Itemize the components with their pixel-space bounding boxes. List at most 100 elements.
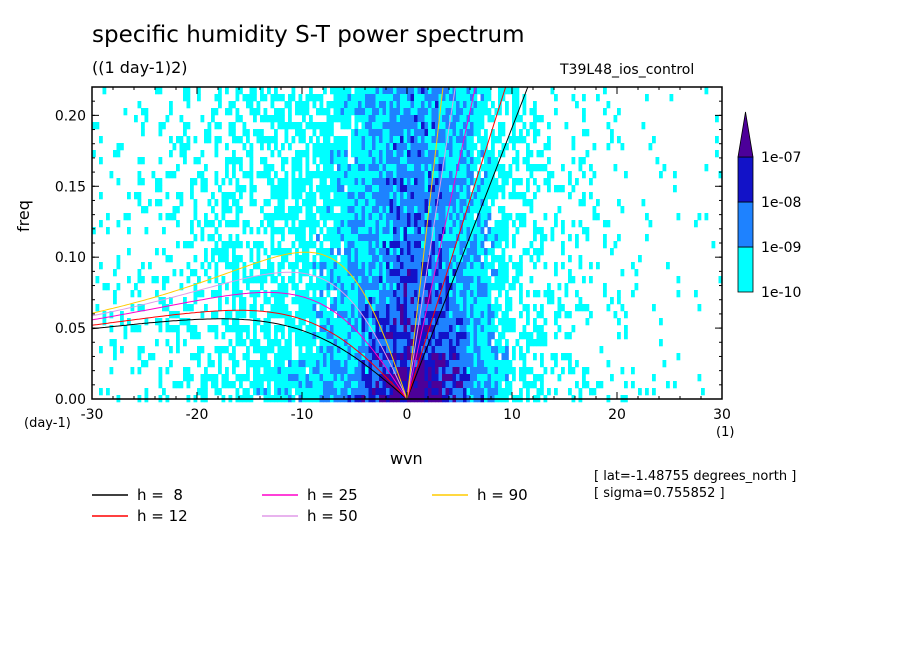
heatmap-cell xyxy=(438,87,443,95)
heatmap-cell xyxy=(466,353,471,361)
heatmap-cell xyxy=(92,227,96,235)
heatmap-cell xyxy=(330,248,334,256)
heatmap-cell xyxy=(249,248,254,256)
heatmap-cell xyxy=(351,220,355,228)
heatmap-cell xyxy=(137,178,142,186)
heatmap-cell xyxy=(235,339,240,347)
heatmap-cell xyxy=(589,388,593,396)
heatmap-cell xyxy=(256,129,261,137)
heatmap-cell xyxy=(274,192,278,200)
heatmap-cell xyxy=(253,241,257,249)
heatmap-cell xyxy=(239,164,243,172)
heatmap-cell xyxy=(197,360,201,368)
heatmap-cell xyxy=(323,129,327,137)
heatmap-cell xyxy=(522,122,527,130)
heatmap-cell xyxy=(407,101,411,109)
heatmap-cell xyxy=(431,157,436,165)
heatmap-cell xyxy=(358,339,362,347)
heatmap-cell xyxy=(172,143,177,151)
heatmap-cell xyxy=(477,374,481,382)
heatmap-cell xyxy=(351,241,355,249)
heatmap-cell xyxy=(449,150,453,158)
heatmap-cell xyxy=(564,311,569,319)
heatmap-cell xyxy=(214,346,219,354)
heatmap-cell xyxy=(239,381,243,389)
heatmap-cell xyxy=(333,346,338,354)
heatmap-cell xyxy=(512,115,516,123)
heatmap-cell xyxy=(438,388,443,396)
heatmap-cell xyxy=(449,339,453,347)
heatmap-cell xyxy=(498,283,502,291)
heatmap-cell xyxy=(274,339,278,347)
heatmap-cell xyxy=(361,122,366,130)
heatmap-cell xyxy=(505,87,509,95)
heatmap-cell xyxy=(221,213,226,221)
heatmap-cell xyxy=(519,332,523,340)
heatmap-cell xyxy=(260,325,264,333)
heatmap-cell xyxy=(393,87,397,95)
heatmap-cell xyxy=(449,213,453,221)
heatmap-cell xyxy=(389,136,394,144)
heatmap-cell xyxy=(540,374,544,382)
heatmap-cell xyxy=(263,276,268,284)
heatmap-cell xyxy=(309,325,313,333)
heatmap-cell xyxy=(624,325,628,333)
heatmap-cell xyxy=(340,143,345,151)
heatmap-cell xyxy=(494,255,499,263)
heatmap-cell xyxy=(330,234,334,242)
heatmap-cell xyxy=(477,213,481,221)
heatmap-cell xyxy=(302,248,306,256)
heatmap-cell xyxy=(550,87,555,95)
heatmap-cell xyxy=(127,318,131,326)
heatmap-cell xyxy=(386,227,390,235)
heatmap-cell xyxy=(393,311,397,319)
heatmap-cell xyxy=(470,304,474,312)
heatmap-cell xyxy=(456,213,460,221)
heatmap-cell xyxy=(281,262,285,270)
heatmap-cell xyxy=(309,178,313,186)
heatmap-cell xyxy=(424,213,429,221)
heatmap-cell xyxy=(473,353,478,361)
heatmap-cell xyxy=(543,339,548,347)
heatmap-cell xyxy=(347,220,352,228)
heatmap-cell xyxy=(372,220,376,228)
heatmap-cell xyxy=(291,360,296,368)
heatmap-cell xyxy=(498,234,502,242)
heatmap-cell xyxy=(424,87,429,95)
heatmap-cell xyxy=(445,234,450,242)
heatmap-cell xyxy=(340,101,345,109)
legend-label: h = 50 xyxy=(307,507,358,525)
heatmap-cell xyxy=(407,185,411,193)
heatmap-cell xyxy=(372,311,376,319)
heatmap-cell xyxy=(491,262,495,270)
heatmap-cell xyxy=(361,87,366,95)
heatmap-cell xyxy=(337,297,341,305)
heatmap-cell xyxy=(470,283,474,291)
rossby-curve-h12 xyxy=(91,309,408,400)
heatmap-cell xyxy=(281,332,285,340)
heatmap-cell xyxy=(200,262,205,270)
heatmap-cell xyxy=(498,227,502,235)
heatmap-cell xyxy=(540,311,544,319)
heatmap-cell xyxy=(424,220,429,228)
heatmap-cell xyxy=(141,157,145,165)
heatmap-cell xyxy=(246,136,250,144)
heatmap-cell xyxy=(477,262,481,270)
heatmap-cell xyxy=(186,122,191,130)
heatmap-cell xyxy=(270,269,275,277)
heatmap-cell xyxy=(491,353,495,361)
heatmap-cell xyxy=(438,276,443,284)
heatmap-cell xyxy=(526,248,530,256)
heatmap-cell xyxy=(249,192,254,200)
heatmap-cell xyxy=(449,87,453,95)
heatmap-cell xyxy=(228,220,233,228)
heatmap-cell xyxy=(575,381,579,389)
heatmap-cell xyxy=(410,283,415,291)
heatmap-cell xyxy=(295,185,299,193)
heatmap-cell xyxy=(232,220,236,228)
heatmap-cell xyxy=(449,185,453,193)
heatmap-cell xyxy=(344,199,348,207)
heatmap-cell xyxy=(515,150,520,158)
heatmap-cell xyxy=(568,269,572,277)
heatmap-cell xyxy=(218,360,222,368)
